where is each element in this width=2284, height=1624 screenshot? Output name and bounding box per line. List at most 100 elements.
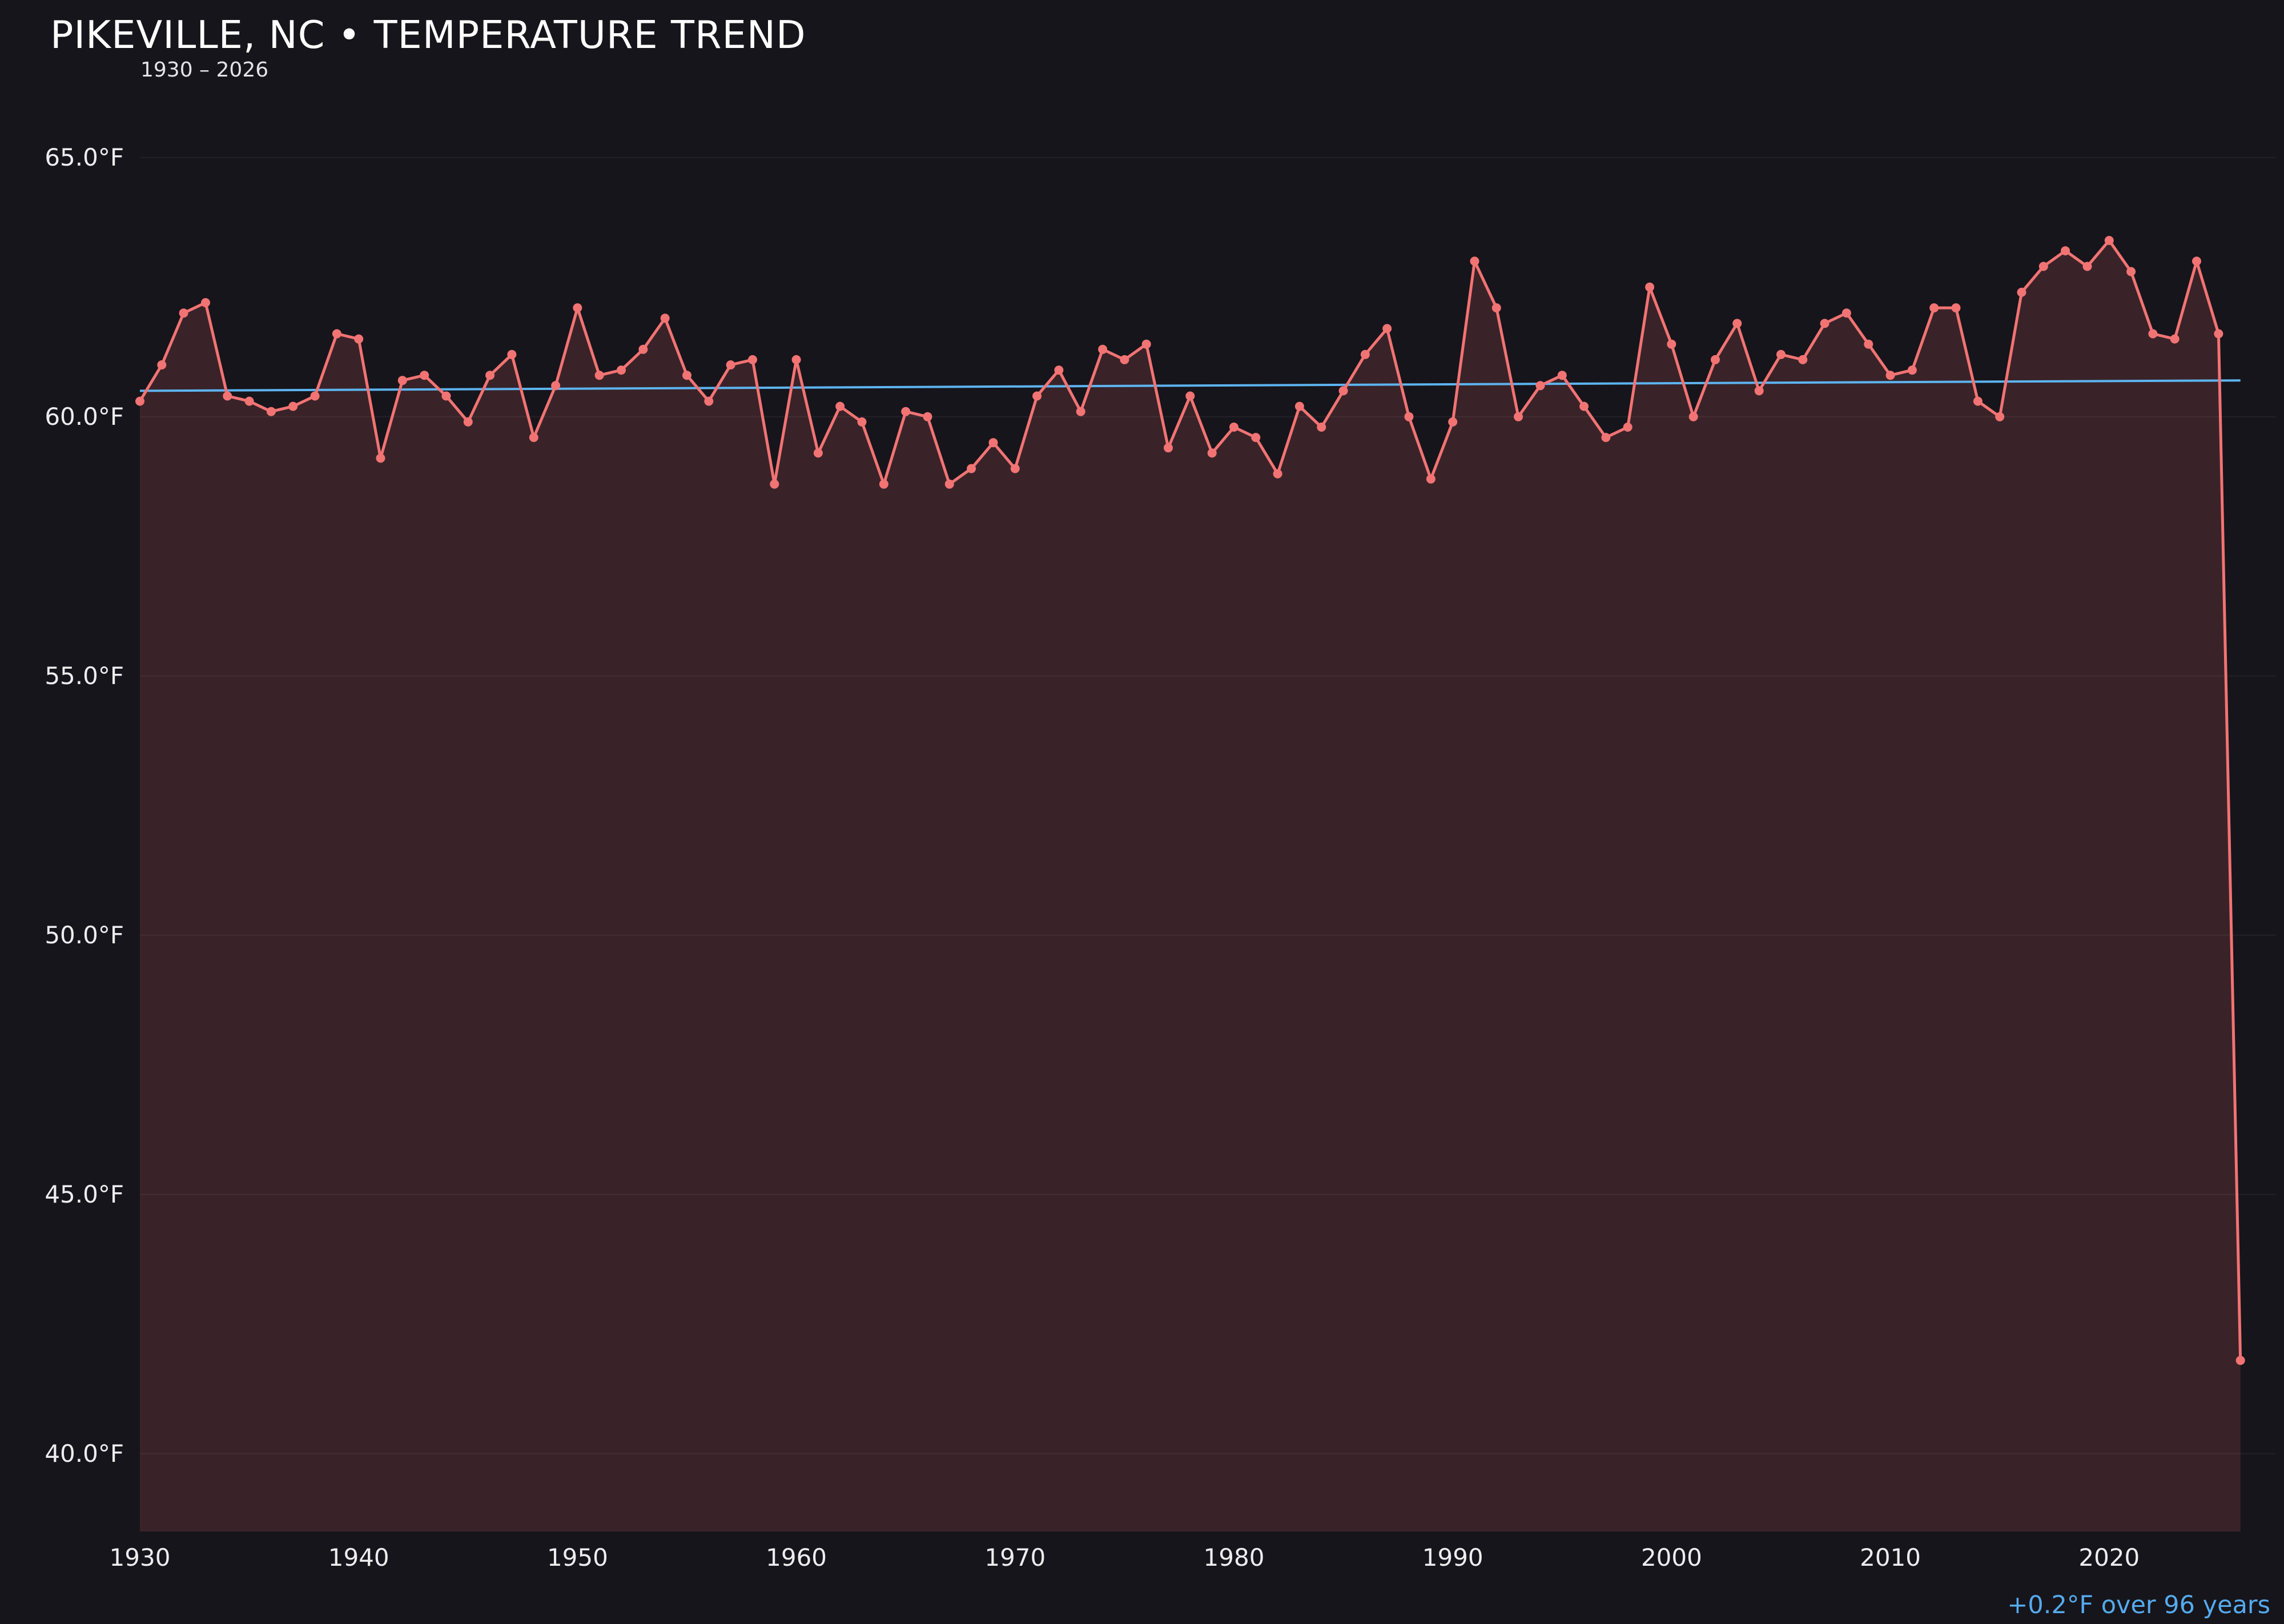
x-tick-label: 2020	[2078, 1543, 2140, 1571]
data-point	[1711, 355, 1720, 364]
data-point	[485, 371, 495, 380]
data-point	[1491, 303, 1501, 313]
data-point	[1798, 355, 1808, 364]
data-point	[1120, 355, 1129, 364]
data-point	[1688, 412, 1698, 421]
data-point	[1907, 365, 1917, 375]
data-point	[135, 396, 144, 406]
data-point	[1601, 433, 1611, 443]
data-point	[2126, 267, 2136, 276]
data-point	[638, 344, 648, 354]
data-point	[1667, 339, 1676, 349]
data-point	[1141, 339, 1151, 349]
data-point	[594, 371, 604, 380]
data-point	[1470, 256, 1479, 266]
data-point	[1382, 324, 1392, 333]
y-tick-label: 40.0°F	[45, 1440, 124, 1468]
data-point	[2148, 329, 2158, 339]
data-point	[1557, 371, 1567, 380]
trend-summary-label: +0.2°F over 96 years	[2007, 1591, 2270, 1619]
data-point	[1251, 433, 1261, 443]
data-point	[1185, 391, 1195, 401]
data-point	[201, 298, 210, 307]
x-tick-label: 1980	[1204, 1543, 1265, 1571]
data-point	[2192, 256, 2201, 266]
data-point	[441, 391, 451, 401]
data-point	[1885, 371, 1895, 380]
data-point	[1951, 303, 1961, 313]
data-point	[1076, 407, 1085, 416]
data-point	[1514, 412, 1523, 421]
data-point	[1338, 386, 1348, 396]
x-tick-label: 2010	[1860, 1543, 1921, 1571]
chart-subtitle: 1930 – 2026	[140, 58, 269, 82]
data-point	[573, 303, 582, 313]
data-point	[923, 412, 932, 421]
data-point	[2235, 1356, 2245, 1365]
data-point	[1404, 412, 1414, 421]
data-point	[835, 401, 845, 411]
data-point	[2214, 329, 2223, 339]
data-point	[726, 360, 735, 369]
data-point	[1841, 308, 1851, 318]
x-tick-label: 2000	[1641, 1543, 1702, 1571]
data-point	[660, 313, 670, 323]
x-tick-label: 1970	[984, 1543, 1046, 1571]
y-tick-label: 65.0°F	[45, 143, 124, 171]
chart-title: PIKEVILLE, NC • TEMPERATURE TREND	[50, 13, 806, 57]
trend-line	[139, 379, 2241, 392]
temperature-area-fill	[140, 240, 2241, 1531]
data-point	[2082, 262, 2092, 271]
data-point	[879, 479, 888, 489]
x-tick-label: 1930	[110, 1543, 171, 1571]
data-point	[266, 407, 276, 416]
data-point	[1448, 417, 1458, 427]
data-point	[1207, 448, 1217, 458]
data-point	[1317, 423, 1326, 432]
x-tick-label: 1960	[766, 1543, 827, 1571]
data-point	[157, 360, 167, 369]
data-point	[1010, 464, 1020, 473]
data-point	[288, 401, 298, 411]
data-point	[988, 438, 998, 448]
data-point	[376, 453, 385, 463]
data-point	[1623, 423, 1632, 432]
data-point	[397, 376, 407, 385]
y-tick-label: 55.0°F	[45, 662, 124, 690]
data-point	[1164, 443, 1173, 453]
data-point	[507, 349, 517, 359]
data-point	[354, 334, 364, 344]
data-point	[2104, 236, 2114, 246]
data-point	[770, 479, 779, 489]
data-point	[967, 464, 976, 473]
data-point	[1229, 423, 1238, 432]
data-point	[1645, 282, 1655, 292]
data-point	[857, 417, 867, 427]
y-tick-label: 60.0°F	[45, 403, 124, 431]
data-point	[1098, 344, 1108, 354]
data-point	[244, 396, 254, 406]
data-point	[1864, 339, 1873, 349]
data-point	[944, 479, 954, 489]
data-point	[1973, 396, 1983, 406]
data-point	[332, 329, 341, 339]
y-tick-label: 50.0°F	[45, 921, 124, 949]
data-point	[1995, 412, 2005, 421]
data-point	[901, 407, 911, 416]
data-point	[791, 355, 801, 364]
data-point	[1054, 365, 1064, 375]
data-point	[1820, 319, 1829, 328]
data-point	[813, 448, 823, 458]
data-point	[1732, 319, 1742, 328]
data-point	[1579, 401, 1589, 411]
data-point	[1776, 349, 1786, 359]
data-point	[179, 308, 188, 318]
data-point	[310, 391, 320, 401]
data-point	[2038, 262, 2048, 271]
data-point	[463, 417, 473, 427]
data-point	[2061, 246, 2070, 256]
data-point	[617, 365, 626, 375]
x-tick-label: 1940	[328, 1543, 389, 1571]
data-point	[2017, 287, 2026, 297]
